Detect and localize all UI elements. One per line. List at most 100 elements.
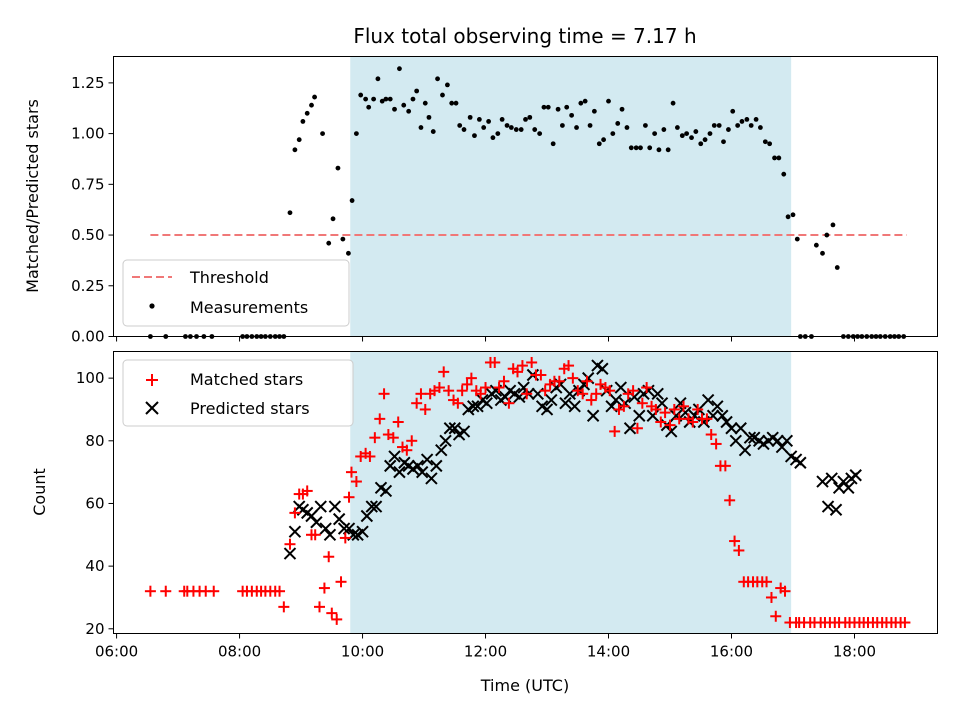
- matched-star-point: [489, 356, 501, 368]
- measurement-point: [445, 82, 450, 88]
- matched-stars-points: [144, 356, 911, 629]
- measurement-point: [430, 129, 436, 134]
- matched-star-point: [627, 385, 639, 397]
- measurement-point: [596, 141, 602, 147]
- matched-star-point: [343, 491, 355, 503]
- measurement-point: [387, 96, 393, 102]
- measurement-point: [508, 125, 514, 130]
- matched-star-point: [650, 403, 662, 415]
- matched-star-point: [729, 535, 741, 547]
- measurement-point: [726, 127, 731, 132]
- predicted-star-point: [319, 522, 332, 535]
- ratio-y-tick-label: 1.00: [71, 125, 104, 143]
- measurement-point: [330, 216, 336, 222]
- ratio-y-tick-label: 1.25: [71, 74, 104, 92]
- measurement-point: [300, 119, 306, 124]
- measurement-point: [467, 114, 473, 120]
- matched-star-point: [641, 382, 653, 394]
- predicted-star-point: [821, 500, 835, 513]
- measurement-point: [721, 139, 726, 145]
- x-axis-label: Time (UTC): [480, 676, 569, 695]
- measurement-point: [340, 236, 346, 242]
- predicted-star-point: [701, 393, 715, 407]
- measurement-point: [292, 147, 298, 153]
- matched-star-point: [443, 385, 455, 397]
- predicted-star-point: [314, 500, 327, 513]
- measurement-point: [735, 123, 741, 128]
- measurement-point: [481, 125, 487, 130]
- ratio-y-tick-label: 0.00: [71, 328, 104, 346]
- measurement-point: [698, 141, 704, 147]
- matched-star-point: [378, 388, 390, 400]
- matched-star-point: [339, 532, 351, 544]
- measurement-point: [776, 155, 782, 161]
- matched-star-point: [761, 576, 773, 588]
- measurement-point: [379, 98, 385, 104]
- predicted-star-point: [384, 459, 397, 473]
- predicted-stars-points: [283, 359, 862, 560]
- measurement-point: [652, 131, 658, 137]
- observing-window-shade: [350, 56, 792, 337]
- matched-star-point: [779, 585, 791, 597]
- measurement-point: [309, 102, 314, 108]
- matched-star-point: [581, 375, 593, 387]
- measurement-point: [358, 92, 364, 98]
- measurement-point: [383, 96, 389, 102]
- measurement-point: [422, 100, 428, 106]
- matched-legend-swatch: [146, 374, 158, 386]
- measurement-point: [410, 96, 416, 102]
- measurement-point: [665, 147, 671, 153]
- x-tick-label: 16:00: [710, 643, 753, 661]
- matched-star-point: [526, 356, 538, 368]
- matched-star-point: [452, 397, 464, 409]
- count-legend-box: [122, 359, 354, 427]
- measurement-point: [813, 242, 819, 248]
- matched-star-point: [401, 444, 413, 456]
- matched-star-point: [719, 460, 731, 472]
- predicted-star-point: [794, 456, 807, 469]
- measurement-point: [513, 127, 519, 132]
- predicted-star-point: [435, 443, 448, 457]
- measurement-point: [587, 123, 593, 128]
- predicted-star-point: [342, 522, 356, 535]
- measurement-point: [744, 116, 750, 122]
- predicted-star-point: [360, 509, 374, 523]
- predicted-star-point: [415, 465, 429, 479]
- predicted-star-point: [816, 475, 829, 488]
- measurement-point: [486, 119, 492, 124]
- matched-star-point: [765, 591, 777, 603]
- measurement-point: [794, 236, 800, 242]
- measurement-point: [574, 125, 579, 130]
- predicted-star-point: [771, 434, 784, 448]
- ratio-legend-box: [122, 259, 350, 327]
- measurement-point: [647, 145, 653, 151]
- matched-star-point: [335, 576, 347, 588]
- count-legend: Matched stars Predicted stars: [122, 359, 354, 427]
- matched-star-point: [415, 388, 427, 400]
- predicted-star-point: [614, 381, 628, 394]
- predicted-star-point: [337, 522, 351, 535]
- matched-star-point: [274, 585, 286, 597]
- measurement-point: [569, 112, 575, 118]
- ratio-y-tick-label: 0.25: [71, 277, 104, 295]
- measurement-point: [758, 125, 763, 130]
- matched-star-point: [318, 582, 330, 594]
- matched-star-point: [631, 422, 643, 434]
- measurement-point: [418, 125, 424, 130]
- matched-star-point: [567, 372, 579, 384]
- measurement-point: [545, 104, 551, 110]
- count-y-tick-label: 100: [76, 369, 105, 387]
- measurement-point: [591, 108, 597, 114]
- matched-star-point: [284, 538, 296, 550]
- measurement-point: [674, 125, 680, 130]
- predicted-star-point: [655, 396, 669, 410]
- measurement-point: [366, 104, 372, 110]
- measurement-point: [304, 110, 310, 116]
- predicted-star-point: [832, 481, 846, 495]
- measurement-point: [772, 155, 777, 161]
- measurement-point: [606, 98, 611, 104]
- predicted-star-point: [540, 403, 554, 416]
- predicted-star-point: [559, 396, 572, 410]
- measurement-point: [555, 106, 561, 112]
